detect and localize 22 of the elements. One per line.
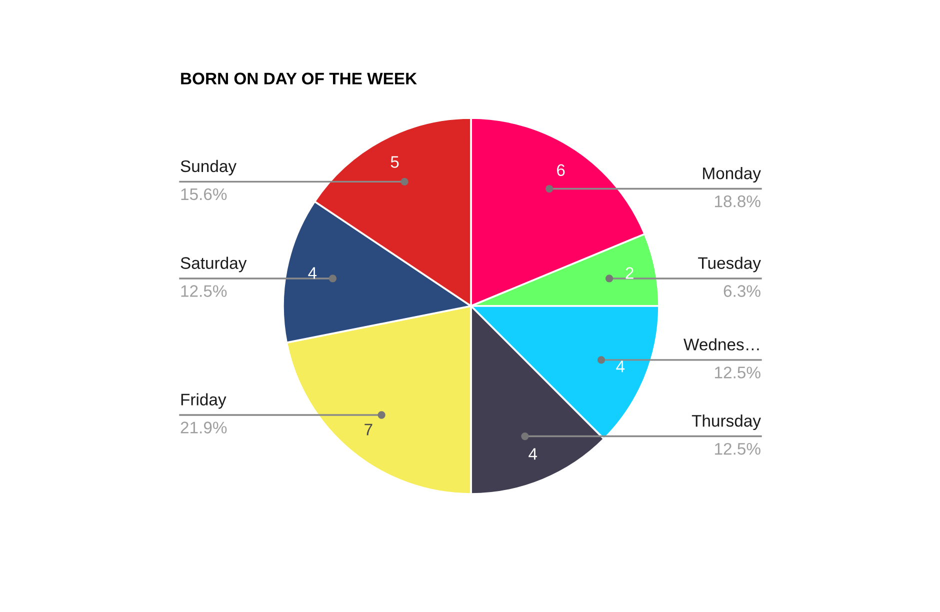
slice-label: Sunday (180, 160, 236, 176)
text: 12.5% (181, 285, 227, 297)
slice-label: Monday (703, 166, 761, 183)
data-label: 4 (528, 448, 538, 460)
data-label: 4 (308, 267, 317, 279)
text: 21.9% (180, 422, 227, 434)
text: 12.5% (715, 366, 760, 378)
data-label: 5 (390, 156, 399, 168)
data-label: 4 (616, 360, 625, 372)
slice-label: Saturday (180, 256, 247, 272)
slice-label: Thursday (692, 414, 761, 430)
text: 6.3% (724, 285, 760, 297)
text: 15.6% (181, 188, 227, 200)
data-label: 6 (557, 164, 565, 176)
data-label: 7 (364, 424, 372, 436)
slice-label: Tuesday (698, 256, 761, 272)
data-label: 2 (626, 267, 634, 279)
text: 12.5% (715, 442, 760, 455)
slice-label: Wednes… (684, 338, 759, 350)
text: 18.8% (715, 195, 760, 208)
chart-title: BORN ON DAY OF THE WEEK (181, 72, 417, 84)
slice-label: Friday (181, 393, 226, 409)
